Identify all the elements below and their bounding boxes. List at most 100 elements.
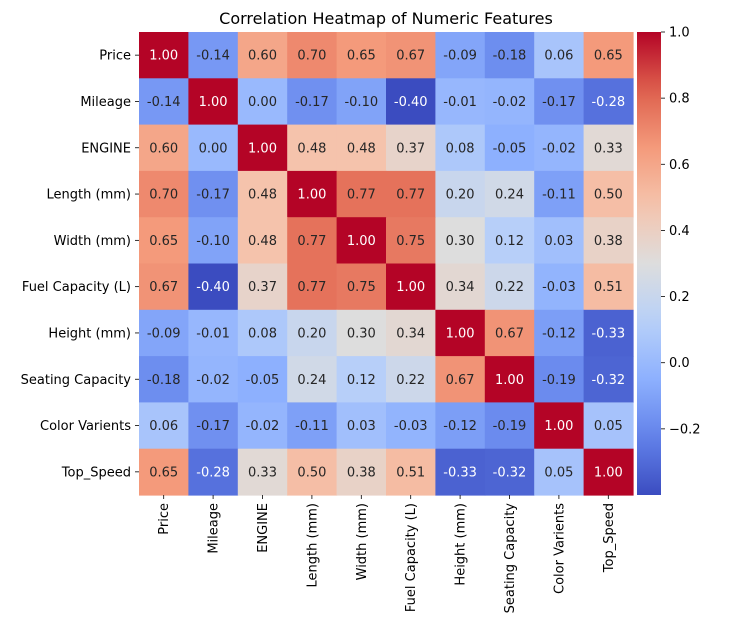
colorbar-tick-label: 0.2	[669, 290, 690, 305]
heatmap-cell	[139, 124, 189, 172]
heatmap-cell	[484, 402, 535, 450]
cell-value-label: -0.19	[493, 419, 527, 434]
cell-value-label: -0.28	[591, 95, 625, 110]
heatmap-cell	[534, 356, 585, 403]
cell-value-label: -0.32	[591, 373, 625, 388]
cell-value-label: 0.12	[495, 234, 524, 249]
heatmap-cell	[534, 124, 585, 172]
heatmap-cell	[336, 124, 387, 172]
cell-value-label: 0.70	[297, 49, 326, 64]
heatmap-cell	[188, 217, 239, 265]
cell-value-label: 0.34	[396, 326, 425, 341]
cell-value-label: 0.65	[594, 49, 623, 64]
cell-value-label: 0.03	[347, 419, 376, 434]
cell-value-label: -0.12	[443, 419, 477, 434]
heatmap-cell	[336, 309, 387, 357]
cell-value-label: -0.33	[443, 465, 477, 480]
heatmap-cell	[435, 402, 486, 450]
y-tick-label-height-mm: Height (mm)	[48, 326, 131, 341]
colorbar-tick-label: 1.0	[669, 26, 690, 41]
cell-value-label: 0.60	[149, 141, 178, 156]
heatmap-cell	[583, 32, 634, 79]
heatmap-cell	[139, 356, 189, 403]
y-tick-label-seating-capacity: Seating Capacity	[21, 373, 132, 388]
heatmap-cell	[336, 448, 387, 496]
cell-value-label: 1.00	[347, 234, 376, 249]
heatmap-cell	[583, 402, 634, 450]
colorbar-tick-label: 0.4	[669, 224, 690, 239]
cell-value-label: -0.19	[542, 373, 576, 388]
cell-value-label: 0.67	[495, 326, 524, 341]
heatmap-cell	[386, 124, 436, 172]
heatmap-cell	[435, 78, 486, 126]
heatmap-cell	[484, 309, 535, 357]
y-tick-label-price: Price	[99, 49, 131, 64]
cell-value-label: 0.37	[396, 141, 425, 156]
cell-value-label: -0.03	[542, 280, 576, 295]
heatmap-cell	[386, 263, 436, 311]
cell-value-label: 0.51	[594, 280, 623, 295]
x-tick-label-height-mm: Height (mm)	[454, 503, 469, 586]
heatmap-cell	[336, 78, 387, 126]
heatmap-cell	[188, 170, 239, 218]
heatmap-cell	[583, 217, 634, 265]
cell-value-label: 1.00	[544, 419, 573, 434]
cell-value-label: -0.18	[493, 49, 527, 64]
heatmap-cell	[237, 170, 288, 218]
heatmap-labels: 1.00 -0.14 0.60 0.70 0.65 0.67 -0.09 -0.18 0.06 0…	[147, 49, 625, 481]
heatmap-cell	[287, 217, 338, 265]
cell-value-label: 1.00	[248, 141, 277, 156]
heatmap-cell	[484, 32, 535, 79]
heatmap-cell	[386, 78, 436, 126]
heatmap-cell	[336, 170, 387, 218]
cell-value-label: 0.20	[446, 188, 475, 203]
cell-value-label: -0.33	[591, 326, 625, 341]
chart-title: Correlation Heatmap of Numeric Features	[219, 9, 553, 28]
heatmap-cell	[583, 356, 634, 403]
heatmap-cell	[484, 170, 535, 218]
cell-value-label: 1.00	[149, 49, 178, 64]
heatmap-cell	[188, 402, 239, 450]
cell-value-label: -0.32	[493, 465, 527, 480]
heatmap-cell	[583, 309, 634, 357]
heatmap-cell	[534, 309, 585, 357]
x-tick-label-length-mm: Length (mm)	[305, 503, 320, 587]
heatmap-cell	[287, 402, 338, 450]
cell-value-label: 0.08	[248, 326, 277, 341]
cell-value-label: -0.12	[542, 326, 576, 341]
cell-value-label: -0.02	[196, 373, 230, 388]
heatmap-cell	[484, 263, 535, 311]
heatmap-cell	[336, 32, 387, 79]
cell-value-label: -0.17	[542, 95, 576, 110]
heatmap-cell	[336, 263, 387, 311]
cell-value-label: -0.02	[246, 419, 280, 434]
cell-value-label: 0.75	[347, 280, 376, 295]
colorbar-tick-label: 0.0	[669, 356, 690, 371]
heatmap-cell	[139, 217, 189, 265]
heatmap-cell	[188, 124, 239, 172]
cell-value-label: 0.48	[248, 234, 277, 249]
heatmap-cells	[139, 32, 634, 496]
heatmap-cell	[237, 217, 288, 265]
heatmap-cell	[386, 309, 436, 357]
heatmap-cell	[583, 448, 634, 496]
x-tick-label-fuel-capacity-l: Fuel Capacity (L)	[404, 503, 419, 612]
cell-value-label: -0.11	[542, 188, 576, 203]
heatmap-cell	[287, 124, 338, 172]
cell-value-label: 0.24	[495, 188, 524, 203]
cell-value-label: 0.33	[594, 141, 623, 156]
heatmap-cell	[484, 124, 535, 172]
cell-value-label: -0.03	[394, 419, 428, 434]
x-tick-label-width-mm: Width (mm)	[355, 503, 370, 580]
colorbar: 1.0 0.8 0.6 0.4 0.2 0.0 −0.2	[637, 26, 701, 495]
heatmap-cell	[139, 263, 189, 311]
cell-value-label: -0.17	[196, 419, 230, 434]
heatmap-cell	[287, 170, 338, 218]
cell-value-label: 1.00	[594, 465, 623, 480]
cell-value-label: 1.00	[297, 188, 326, 203]
cell-value-label: 0.05	[594, 419, 623, 434]
cell-value-label: 0.65	[347, 49, 376, 64]
heatmap-cell	[336, 402, 387, 450]
cell-value-label: 0.08	[446, 141, 475, 156]
